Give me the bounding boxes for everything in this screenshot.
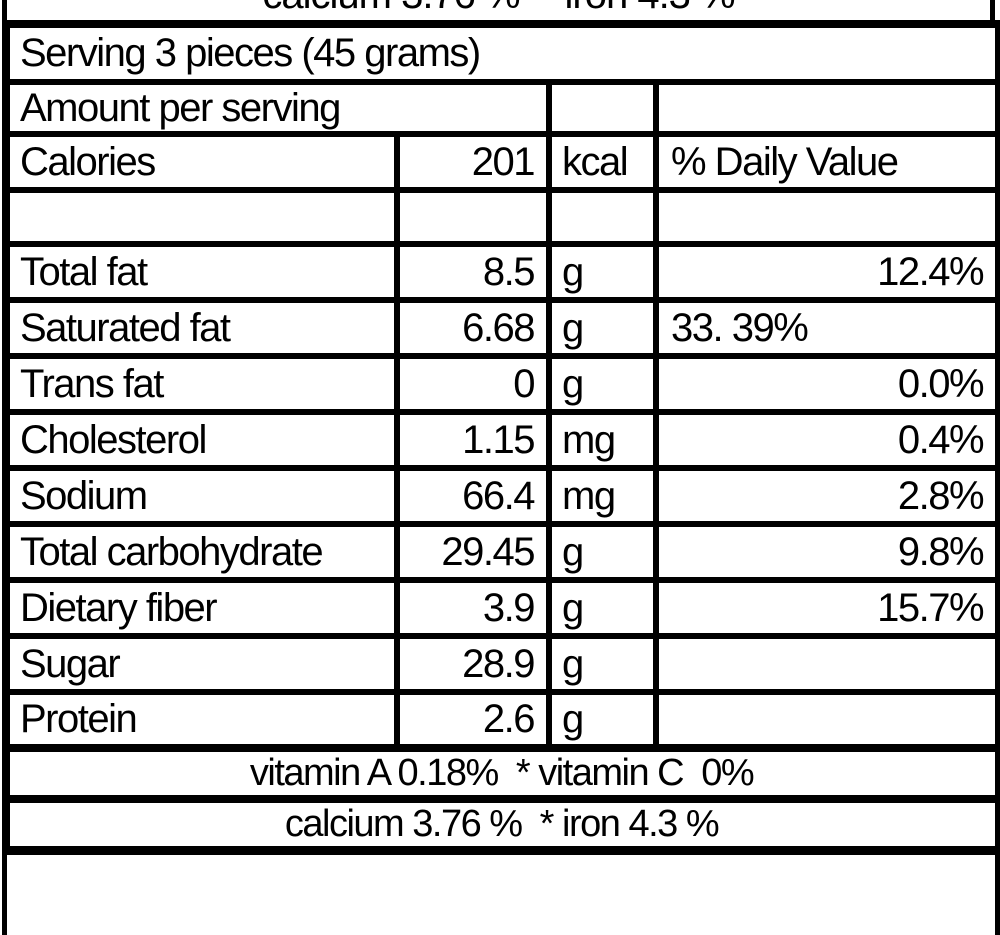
table-row-saturated-fat: Saturated fat 6.68 g 33. 39%: [3, 297, 1000, 359]
table-row-sodium: Sodium 66.4 mg 2.8%: [3, 465, 1000, 527]
daily-value-header: % Daily Value: [652, 131, 1000, 193]
nutrient-unit: g: [546, 353, 659, 415]
empty-cell: [394, 187, 552, 247]
calories-row: Calories 201 kcal % Daily Value: [3, 131, 1000, 193]
nutrient-value: 8.5: [394, 241, 552, 303]
nutrient-daily-value: 33. 39%: [652, 297, 1000, 359]
nutrient-daily-value: 0.0%: [652, 353, 1000, 415]
cutoff-row-text: calcium 3.76 % * iron 4.3 %: [7, 0, 990, 20]
vitamins-text: vitamin A 0.18% * vitamin C 0%: [2, 744, 1000, 802]
nutrient-label: Cholesterol: [3, 409, 400, 471]
cutoff-row-top: calcium 3.76 % * iron 4.3 %: [2, 0, 995, 20]
nutrient-unit: g: [546, 689, 659, 751]
nutrient-daily-value: 2.8%: [652, 465, 1000, 527]
nutrition-facts-table: Serving 3 pieces (45 grams) Amount per s…: [2, 20, 1000, 855]
empty-cell: [3, 187, 400, 247]
table-row-sugar: Sugar 28.9 g: [3, 633, 1000, 695]
nutrient-value: 0: [394, 353, 552, 415]
minerals-row: calcium 3.76 % * iron 4.3 %: [2, 795, 1000, 855]
nutrient-value: 29.45: [394, 521, 552, 583]
nutrient-daily-value: 15.7%: [652, 577, 1000, 639]
table-row-protein: Protein 2.6 g: [3, 689, 1000, 751]
nutrient-value: 3.9: [394, 577, 552, 639]
nutrient-value: 6.68: [394, 297, 552, 359]
nutrient-value: 66.4: [394, 465, 552, 527]
table-row-trans-fat: Trans fat 0 g 0.0%: [3, 353, 1000, 415]
minerals-text: calcium 3.76 % * iron 4.3 %: [2, 795, 1000, 855]
serving-row: Serving 3 pieces (45 grams): [2, 21, 1000, 85]
nutrient-unit: mg: [546, 465, 659, 527]
nutrient-unit: g: [546, 577, 659, 639]
cutoff-row-bottom: [2, 855, 1000, 935]
empty-cell: [546, 79, 659, 137]
vitamins-row: vitamin A 0.18% * vitamin C 0%: [2, 744, 1000, 802]
table-row-dietary-fiber: Dietary fiber 3.9 g 15.7%: [3, 577, 1000, 639]
nutrient-daily-value: 9.8%: [652, 521, 1000, 583]
empty-cell: [652, 79, 1000, 137]
nutrient-daily-value: 0.4%: [652, 409, 1000, 471]
nutrient-value: 2.6: [394, 689, 552, 751]
amount-per-serving-row: Amount per serving: [3, 79, 1000, 137]
nutrient-label: Saturated fat: [3, 297, 400, 359]
empty-cell: [546, 187, 659, 247]
table-row-total-fat: Total fat 8.5 g 12.4%: [3, 241, 1000, 303]
nutrient-value: 28.9: [394, 633, 552, 695]
nutrient-unit: g: [546, 521, 659, 583]
serving-size-label: Serving 3 pieces (45 grams): [2, 21, 1000, 85]
nutrient-label: Sodium: [3, 465, 400, 527]
nutrient-value: 1.15: [394, 409, 552, 471]
calories-label: Calories: [3, 131, 400, 193]
nutrient-label: Total carbohydrate: [3, 521, 400, 583]
nutrient-unit: mg: [546, 409, 659, 471]
calories-value: 201: [394, 131, 552, 193]
table-row-total-carbohydrate: Total carbohydrate 29.45 g 9.8%: [3, 521, 1000, 583]
table-row-cholesterol: Cholesterol 1.15 mg 0.4%: [3, 409, 1000, 471]
nutrient-label: Protein: [3, 689, 400, 751]
nutrient-label: Sugar: [3, 633, 400, 695]
nutrient-daily-value: 12.4%: [652, 241, 1000, 303]
nutrient-unit: g: [546, 297, 659, 359]
calories-unit: kcal: [546, 131, 659, 193]
amount-per-serving-label: Amount per serving: [3, 79, 552, 137]
nutrient-daily-value: [652, 689, 1000, 751]
spacer-row: [3, 187, 1000, 247]
nutrient-unit: g: [546, 633, 659, 695]
empty-cell: [652, 187, 1000, 247]
nutrient-daily-value: [652, 633, 1000, 695]
nutrient-label: Trans fat: [3, 353, 400, 415]
nutrient-unit: g: [546, 241, 659, 303]
nutrient-label: Dietary fiber: [3, 577, 400, 639]
nutrient-label: Total fat: [3, 241, 400, 303]
